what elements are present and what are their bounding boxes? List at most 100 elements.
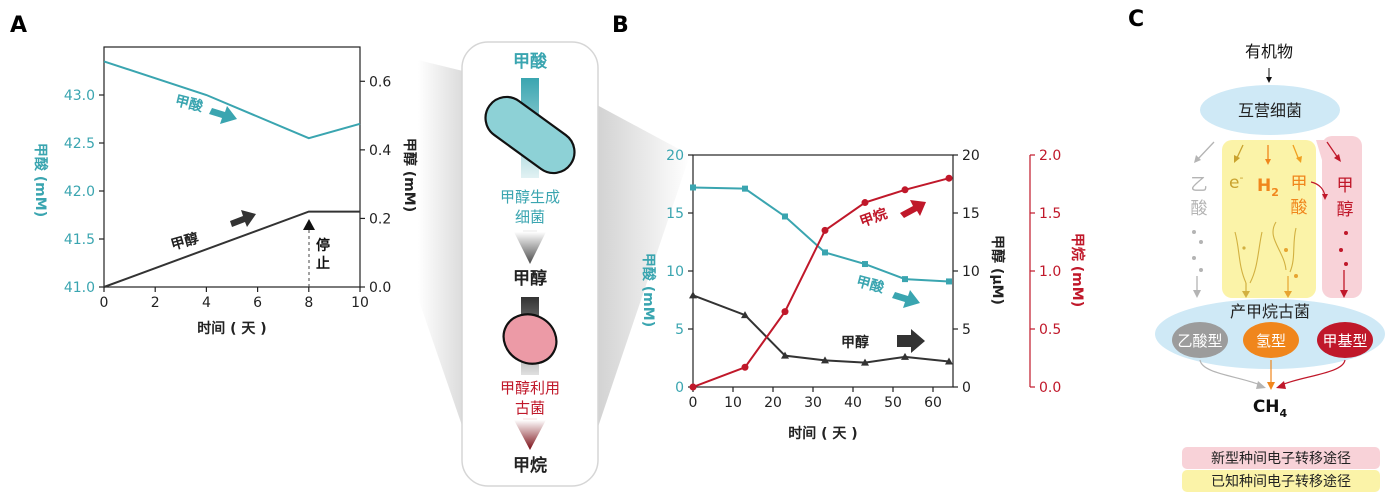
known-pathway-down-arrow-icon [1284, 291, 1292, 298]
panel-b-methanol-tick-label: 0 [962, 380, 971, 396]
formate-arrowhead [1296, 156, 1302, 163]
panel-b-x-tick-label: 10 [724, 395, 742, 411]
panel-b-x-tick-label: 50 [884, 395, 902, 411]
panel-a-x-tick-label: 2 [151, 295, 160, 311]
acetoclastic-label: 乙酸型 [1177, 332, 1222, 350]
known-pathway-curve [1272, 221, 1287, 271]
h2-arrowhead [1265, 159, 1271, 165]
methanol-label-1: 甲 [1337, 176, 1354, 196]
methanol-label-2: 醇 [1337, 200, 1354, 220]
panel-b-methane-axis-label: 甲烷 (mM) [1069, 233, 1086, 307]
electron-arrowhead [1234, 155, 1240, 163]
bacterium-label-1: 甲醇生成 [500, 188, 560, 206]
methylotrophic-to-ch4-arrowhead [1276, 381, 1286, 389]
acetoclastic-to-ch4-arrowhead [1256, 381, 1266, 389]
new-pathway-band [1322, 136, 1362, 298]
panel-a-right-tick-label: 0.0 [369, 280, 391, 296]
methane-down-arrow-icon [514, 420, 546, 450]
funnel-left [418, 60, 467, 440]
acetate-dot [1192, 230, 1196, 234]
panel-b-methanol-point [901, 352, 909, 360]
acetate-top-arrow-icon [1196, 141, 1215, 161]
acetoclastic-to-ch4-arrow [1199, 359, 1264, 387]
panel-b-methane-arrow-icon [900, 200, 926, 218]
panel-b-methanol-point [741, 311, 749, 319]
new-pathway-tab [1316, 140, 1340, 160]
panel-a-left-tick-label: 43.0 [64, 88, 95, 104]
known-pathway-curve [1234, 231, 1247, 284]
panel-b-formate-tick-label: 5 [675, 322, 684, 338]
acetate-label-1: 乙 [1191, 175, 1208, 195]
acetate-dot [1192, 256, 1196, 260]
panel-a-methanol-line [103, 210, 360, 288]
hydrogenotrophic-label: 氢型 [1256, 332, 1286, 350]
panel-b-methane-point [861, 199, 869, 207]
panel-a-right-tick-label: 0.4 [369, 143, 391, 159]
panel-b-formate-ticks: 0 5 10 15 20 [666, 148, 693, 396]
panel-a-right-ticks: 0.0 0.2 0.4 0.6 [360, 74, 391, 296]
panel-b-formate-point [690, 184, 696, 191]
known-pathway-down-arrow-icon [1242, 291, 1250, 298]
panel-label-a: A [10, 13, 27, 38]
panel-b-methanol-point [689, 291, 697, 299]
panel-a-right-axis-label: 甲醇 (mM) [401, 138, 418, 212]
panel-b-methane-tick-label: 1.0 [1039, 264, 1061, 280]
panel-b-methanol-tick-label: 20 [962, 148, 980, 164]
cell-schematic: 甲酸 甲醇生成 细菌 甲醇 甲醇利用 古菌 甲烷 [418, 41, 690, 487]
known-pathway-dot [1284, 248, 1288, 252]
known-pathway-band [1222, 140, 1316, 298]
panel-b-formate-tick-label: 10 [666, 264, 684, 280]
panel-a-left-ticks: 41.0 41.5 42.0 42.5 43.0 [64, 88, 104, 296]
formate-label-1: 甲 [1291, 174, 1308, 194]
panel-b-methane-point [741, 363, 749, 371]
panel-b-x-tick-label: 30 [804, 395, 822, 411]
panel-label-b: B [612, 13, 629, 38]
panel-label-c: C [1128, 7, 1144, 32]
panel-a-formate-arrow-icon [209, 106, 237, 124]
formate-label-2: 酸 [1291, 198, 1308, 218]
panel-a-x-tick-label: 4 [202, 295, 211, 311]
acetate-down-arrow-icon [1193, 290, 1201, 298]
known-pathway-dot [1242, 246, 1246, 250]
panel-b-methanol-ticks: 0 5 10 15 20 [953, 148, 980, 396]
ch4-label: CH4 [1253, 397, 1288, 420]
panel-a-left-tick-label: 42.0 [64, 184, 95, 200]
acetate-label-2: 酸 [1191, 199, 1208, 219]
panel-b-formate-tick-label: 0 [675, 380, 684, 396]
schematic-bottom-label: 甲烷 [513, 455, 547, 476]
panel-b-formate-arrow-icon [892, 290, 920, 308]
organics-label: 有机物 [1245, 42, 1293, 61]
panel-a-formate-line [103, 60, 361, 140]
panel-b-methane-point [945, 174, 953, 182]
panel-b-methane-point [901, 186, 909, 194]
heterotrophs-ellipse [1200, 85, 1340, 135]
panel-b-methanol-point [861, 358, 869, 366]
schematic-top-label: 甲酸 [513, 51, 548, 72]
methanogens-label: 产甲烷古菌 [1230, 302, 1310, 321]
panel-b-x-tick-label: 0 [689, 395, 698, 411]
panel-b-x-tick-label: 20 [764, 395, 782, 411]
panel-a-left-tick-label: 42.5 [64, 136, 95, 152]
panel-b-x-ticks: 0 10 20 30 40 50 60 [689, 387, 942, 411]
panel-b-formate-label: 甲酸 [854, 273, 886, 297]
panel-a-stop-label-2: 止 [316, 255, 330, 272]
panel-b-formate-tick-label: 15 [666, 206, 684, 222]
methanol-top-arrow-icon [1326, 141, 1339, 159]
panel-a-methanol-arrow-icon [230, 210, 256, 227]
panel-b-formate-axis-label: 甲酸 (mM) [640, 253, 657, 327]
panel-a-left-axis-label: 甲酸 (mM) [32, 143, 49, 217]
known-pathway-curve [1249, 231, 1263, 284]
panel-b-formate-point [822, 249, 828, 256]
methanol-dot [1344, 231, 1348, 235]
panel-b-methanol-point [821, 356, 829, 364]
panel-b-methanol-point [945, 357, 953, 365]
panel-b-formate-point [862, 261, 868, 268]
panel-b-methane-tick-label: 0.0 [1039, 380, 1061, 396]
organics-arrow-icon [1266, 77, 1272, 83]
methanol-dot [1339, 248, 1343, 252]
acetate-dot [1199, 268, 1203, 272]
panel-c-diagram: 有机物 互营细菌 乙 酸 e- H2 甲 酸 [1155, 42, 1385, 492]
panel-b-methanol-point [781, 351, 789, 359]
known-pathway-curve [1289, 227, 1297, 273]
